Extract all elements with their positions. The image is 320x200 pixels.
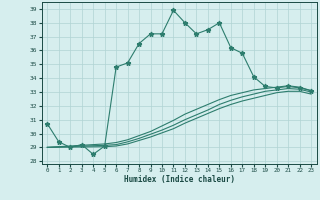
X-axis label: Humidex (Indice chaleur): Humidex (Indice chaleur) bbox=[124, 175, 235, 184]
